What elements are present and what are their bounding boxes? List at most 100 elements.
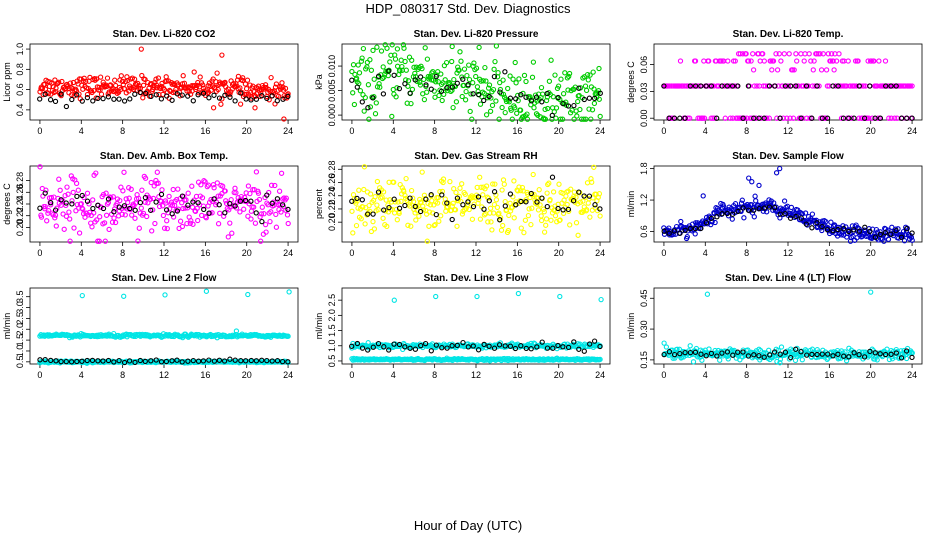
mean-point xyxy=(830,83,836,89)
data-point xyxy=(233,190,239,196)
data-point xyxy=(215,193,221,199)
data-point xyxy=(52,212,59,218)
data-point xyxy=(129,212,135,218)
data-point xyxy=(247,190,253,197)
data-point xyxy=(211,185,217,191)
data-point xyxy=(791,67,797,73)
mean-point xyxy=(555,205,561,212)
mean-point xyxy=(767,352,773,358)
data-point xyxy=(379,75,386,82)
mean-point xyxy=(698,83,704,89)
mean-point xyxy=(465,199,471,205)
panel-3: Stan. Dev. Li-820 Temp. 0 4 8 12 16 20 24 0.00 0.… xyxy=(626,29,923,136)
data-point xyxy=(753,115,759,121)
data-point xyxy=(83,78,89,85)
data-point xyxy=(855,58,861,64)
mean-point xyxy=(42,356,48,363)
data-point xyxy=(244,77,251,83)
data-point xyxy=(733,115,739,121)
data-point xyxy=(574,113,580,119)
data-point xyxy=(490,181,496,187)
y-tick-label: 0.5 xyxy=(15,356,25,369)
data-point xyxy=(757,347,764,354)
data-point xyxy=(820,51,826,57)
mean-point xyxy=(69,96,75,103)
data-point xyxy=(485,85,492,91)
data-point xyxy=(378,48,385,54)
data-point xyxy=(133,81,140,88)
mean-point xyxy=(449,84,456,90)
data-point xyxy=(793,51,799,57)
y-tick-label: 0.06 xyxy=(639,56,649,74)
mean-point xyxy=(232,98,238,104)
y-tick-label: 3.0 xyxy=(15,301,25,314)
mean-point xyxy=(243,358,249,364)
data-point xyxy=(514,110,520,116)
data-point xyxy=(354,198,360,204)
y-tick-label: 0.20 xyxy=(327,213,337,231)
data-point xyxy=(357,88,364,94)
mean-point xyxy=(846,354,852,360)
data-point xyxy=(148,179,154,186)
panel-9: Stan. Dev. Line 4 (LT) Flow 0 4 8 12 16 20 24 0.… xyxy=(626,273,923,380)
data-point xyxy=(903,355,910,362)
x-tick-label: 12 xyxy=(783,126,793,136)
data-point xyxy=(458,58,464,64)
data-point xyxy=(557,217,563,223)
data-point xyxy=(517,107,524,113)
data-point xyxy=(868,58,875,64)
mean-point xyxy=(787,215,794,221)
mean-point xyxy=(386,204,392,211)
mean-point xyxy=(703,83,709,89)
x-tick-label: 16 xyxy=(200,370,210,380)
data-point xyxy=(529,205,535,211)
data-point xyxy=(886,115,892,121)
data-point xyxy=(464,72,470,79)
data-point xyxy=(582,83,589,89)
data-point xyxy=(575,98,581,105)
mean-point xyxy=(835,83,841,89)
data-point xyxy=(524,116,531,122)
mean-point xyxy=(872,350,878,356)
data-point xyxy=(362,221,368,227)
x-tick-label: 16 xyxy=(512,126,522,136)
x-tick-label: 12 xyxy=(471,126,481,136)
data-point xyxy=(286,289,292,295)
data-point xyxy=(512,59,518,66)
data-point xyxy=(44,218,50,224)
data-point xyxy=(416,213,422,219)
panel-1: Stan. Dev. Li-820 CO2 0 4 8 12 16 20 24 0.4 0.6 0.… xyxy=(2,29,299,136)
mean-point xyxy=(433,73,439,80)
mean-point xyxy=(534,344,540,350)
data-point xyxy=(151,183,157,189)
data-point xyxy=(90,197,96,203)
data-point xyxy=(454,223,460,229)
data-point xyxy=(400,42,407,48)
mean-point xyxy=(888,351,894,357)
data-point xyxy=(273,224,280,230)
data-point xyxy=(380,215,386,221)
mean-point xyxy=(840,115,847,121)
data-point xyxy=(530,171,536,178)
mean-point xyxy=(877,231,884,238)
data-point xyxy=(38,214,45,220)
mean-point xyxy=(507,95,514,101)
y-axis-label: degrees C xyxy=(626,61,636,103)
data-point xyxy=(567,222,573,228)
x-tick-label: 4 xyxy=(703,370,708,380)
data-point xyxy=(487,205,494,211)
data-point xyxy=(140,210,147,217)
x-tick-label: 4 xyxy=(703,248,708,258)
y-tick-label: 2.0 xyxy=(327,309,337,322)
mean-point xyxy=(428,192,434,198)
data-point xyxy=(274,199,280,205)
data-point xyxy=(881,238,887,244)
data-point xyxy=(362,94,368,101)
mean-point xyxy=(274,196,281,202)
mean-point xyxy=(719,211,725,217)
mean-point xyxy=(190,98,196,104)
mean-point xyxy=(528,346,534,352)
data-point xyxy=(528,221,534,228)
data-point xyxy=(587,214,593,220)
mean-point xyxy=(502,69,508,75)
